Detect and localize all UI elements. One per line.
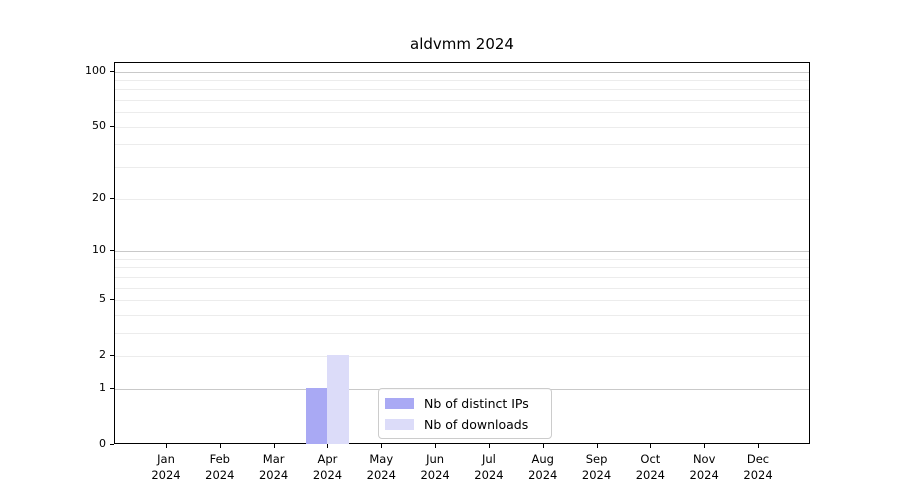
y-gridline-minor — [115, 100, 809, 102]
x-tick-label-month: Dec — [746, 452, 770, 466]
y-gridline-minor — [115, 126, 809, 128]
legend: Nb of distinct IPs Nb of downloads — [378, 388, 552, 439]
x-tick-label: Aug 2024 — [511, 451, 575, 483]
x-tick-label-month: Sep — [585, 452, 608, 466]
y-gridline-minor — [115, 144, 809, 146]
x-tick-label-year: 2024 — [528, 468, 558, 482]
y-tick-label: 0 — [99, 437, 106, 450]
x-tick-label: Feb 2024 — [188, 451, 252, 483]
x-tick-label-year: 2024 — [205, 468, 235, 482]
y-gridline-minor — [115, 314, 809, 316]
x-tick-mark — [327, 444, 329, 448]
y-gridline-minor — [115, 299, 809, 301]
y-gridline-minor — [115, 79, 809, 81]
x-tick-label-year: 2024 — [258, 468, 289, 482]
y-gridline-minor — [115, 356, 809, 358]
x-tick-label-year: 2024 — [420, 468, 450, 482]
x-tick-label: Jan 2024 — [134, 451, 198, 483]
legend-swatch-nb-of-distinct-ips — [385, 398, 414, 409]
legend-label: Nb of downloads — [424, 417, 529, 432]
x-tick-label-year: 2024 — [581, 468, 612, 482]
x-tick-mark — [273, 444, 275, 448]
y-tick-label: 1 — [99, 380, 106, 394]
legend-entry-nb-of-distinct-ips: Nb of distinct IPs — [385, 396, 542, 411]
x-tick-label: Sep 2024 — [565, 451, 629, 483]
y-tick-mark — [110, 355, 114, 357]
x-tick-label: Jun 2024 — [403, 451, 467, 483]
x-tick-label: Dec 2024 — [726, 451, 790, 483]
x-tick-label-year: 2024 — [743, 468, 773, 482]
x-tick-label-month: Jun — [426, 452, 445, 466]
x-tick-label-month: Oct — [640, 452, 661, 466]
y-gridline-minor — [115, 258, 809, 260]
plot-area — [114, 62, 810, 444]
x-tick-label-month: May — [369, 452, 394, 466]
y-tick-label: 20 — [92, 190, 106, 204]
y-tick-label: 10 — [92, 242, 106, 256]
y-tick-label: 50 — [92, 118, 106, 132]
y-gridline-major — [115, 250, 809, 252]
x-tick-mark — [219, 444, 221, 448]
y-tick-label: 5 — [99, 291, 106, 305]
y-gridline-minor — [115, 89, 809, 91]
x-tick-mark — [542, 444, 544, 448]
y-tick-mark — [110, 249, 114, 251]
y-tick-label: 100 — [85, 63, 106, 77]
x-tick-label-year: 2024 — [151, 468, 181, 482]
x-tick-label-month: Jan — [157, 452, 175, 466]
y-tick-mark — [110, 298, 114, 300]
x-tick-label-month: Nov — [692, 452, 716, 466]
y-gridline-minor — [115, 267, 809, 269]
x-tick-mark — [488, 444, 490, 448]
y-gridline-minor — [115, 276, 809, 278]
x-tick-label: Nov 2024 — [672, 451, 736, 483]
legend-label: Nb of distinct IPs — [424, 396, 529, 411]
x-tick-label: Oct 2024 — [618, 451, 682, 483]
x-tick-mark — [166, 444, 167, 448]
x-tick-label-year: 2024 — [689, 468, 719, 482]
y-tick-label: 2 — [99, 348, 106, 362]
x-tick-label-month: Aug — [531, 452, 554, 466]
x-tick-mark — [381, 444, 383, 448]
y-tick-mark — [110, 444, 114, 445]
x-tick-label-year: 2024 — [635, 468, 666, 482]
x-tick-label: Mar 2024 — [242, 451, 306, 483]
x-tick-label-month: Jul — [481, 452, 496, 466]
y-gridline-minor — [115, 112, 809, 114]
x-tick-mark — [758, 444, 760, 448]
x-tick-label-year: 2024 — [366, 468, 396, 482]
x-tick-mark — [435, 444, 437, 448]
y-tick-mark — [110, 197, 114, 199]
y-gridline-major — [115, 71, 809, 73]
x-tick-label: Apr 2024 — [295, 451, 359, 483]
x-tick-label-year: 2024 — [312, 468, 343, 482]
y-gridline-minor — [115, 287, 809, 289]
x-tick-mark — [596, 444, 598, 448]
x-tick-mark — [704, 444, 706, 448]
legend-entry-nb-of-downloads: Nb of downloads — [385, 417, 542, 432]
x-tick-label-month: Mar — [262, 452, 285, 466]
y-gridline-minor — [115, 332, 809, 334]
y-tick-mark — [110, 70, 114, 72]
y-tick-mark — [110, 387, 114, 389]
x-tick-label-month: Feb — [209, 452, 230, 466]
y-tick-mark — [110, 125, 114, 127]
bar-nb-of-downloads — [327, 355, 349, 444]
chart-title: aldvmm 2024 — [410, 35, 514, 53]
bar-nb-of-distinct-ips — [305, 387, 328, 444]
legend-swatch-nb-of-downloads — [385, 419, 414, 430]
y-gridline-minor — [115, 167, 809, 169]
x-tick-label: Jul 2024 — [457, 451, 521, 483]
x-tick-label: May 2024 — [349, 451, 413, 483]
x-tick-mark — [650, 444, 652, 448]
x-tick-label-year: 2024 — [474, 468, 504, 482]
y-gridline-minor — [115, 198, 809, 200]
x-tick-label-month: Apr — [317, 452, 338, 466]
